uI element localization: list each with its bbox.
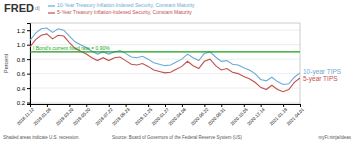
tick-mark	[27, 30, 30, 31]
tick-mark	[27, 45, 30, 46]
x-tick: 2020.12.14	[246, 104, 266, 126]
tick-label: 2020.04.06	[167, 107, 187, 127]
y-axis: 0.2 0.4 0.6 0.8 1.0 1.2	[17, 24, 31, 106]
tick-label: 2019.05.20	[72, 107, 92, 127]
labels: I Bond's current fixed rate = 0.90%10-ye…	[33, 45, 342, 83]
tick-label: 2020.12.14	[246, 107, 266, 127]
tick-label: 2021.04.01	[286, 107, 306, 127]
grid-line	[30, 102, 300, 103]
legend: 10-Year Treasury Inflation-Indexed Secur…	[48, 2, 195, 15]
y-tick: 0.4	[17, 86, 30, 92]
y-axis-title: Percent	[3, 54, 9, 73]
x-tick: 2019.01.09	[32, 104, 52, 126]
tick-mark	[27, 59, 30, 60]
tick-label: 1.2	[17, 28, 26, 34]
legend-swatch	[48, 5, 55, 6]
x-tick: 2019.09.23	[111, 104, 131, 126]
annotation: d|	[35, 5, 40, 11]
reference-line	[30, 51, 300, 52]
grid	[30, 30, 300, 102]
grid-line	[30, 88, 300, 89]
line	[30, 28, 300, 84]
legend-entry: 5-Year Treasury Inflation-Indexed Securi…	[57, 9, 192, 15]
chart: 2018.11.122019.01.092019.03.202019.05.20…	[0, 0, 354, 142]
x-axis: 2018.11.122019.01.092019.03.202019.05.20…	[16, 104, 306, 126]
title: FRED	[4, 2, 34, 14]
tick-label: 1.0	[17, 42, 26, 48]
x-tick: 2019.05.20	[72, 104, 92, 126]
y-tick: 0.2	[17, 100, 30, 106]
legend-swatch	[48, 12, 55, 13]
tick-label: 0.8	[17, 57, 26, 63]
tick-mark	[27, 88, 30, 89]
x-tick: 2021.04.01	[286, 104, 306, 126]
tick-label: 0.6	[17, 71, 26, 77]
y-tick: 1.2	[17, 28, 30, 34]
tick-mark	[27, 103, 30, 104]
legend-entry: 10-Year Treasury Inflation-Indexed Secur…	[57, 2, 195, 8]
footer-note: myFi.ninja/ideas	[318, 135, 351, 140]
plot-frame	[30, 23, 300, 104]
tick-label: 2020.08.31	[207, 107, 227, 127]
tick-label: 0.4	[17, 86, 26, 92]
grid-line	[30, 30, 300, 31]
y-tick: 1.0	[17, 42, 30, 48]
x-tick: 2020.08.31	[207, 104, 227, 126]
reference-label: I Bond's current fixed rate = 0.90%	[33, 45, 110, 51]
tick-label: 2019.09.23	[111, 107, 131, 127]
grid-line	[30, 59, 300, 60]
x-tick: 2020.04.06	[167, 104, 187, 126]
line	[30, 34, 300, 92]
axis-line	[27, 24, 31, 105]
marks	[30, 28, 300, 92]
footer-note: Shaded areas indicate U.S. recession.	[3, 135, 80, 140]
end-label: 5-year TIPS	[303, 75, 338, 83]
plot-area: 2018.11.122019.01.092019.03.202019.05.20…	[16, 23, 342, 126]
tick-label: 2019.01.09	[32, 107, 52, 127]
footer-note: Source: Board of Governors of the Federa…	[112, 135, 242, 140]
tick-label: 0.2	[17, 100, 26, 106]
tick-mark	[27, 74, 30, 75]
y-tick: 0.8	[17, 57, 30, 63]
y-tick: 0.6	[17, 71, 30, 77]
